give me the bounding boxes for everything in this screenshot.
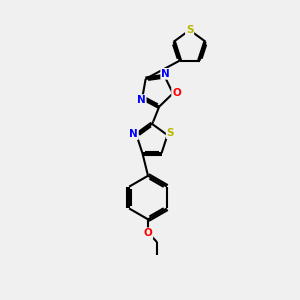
Text: N: N [137,95,146,105]
Text: S: S [167,128,174,138]
Text: O: O [144,228,152,238]
Text: O: O [172,88,181,98]
Text: S: S [186,25,194,35]
Text: N: N [161,69,170,79]
Text: N: N [129,129,138,139]
